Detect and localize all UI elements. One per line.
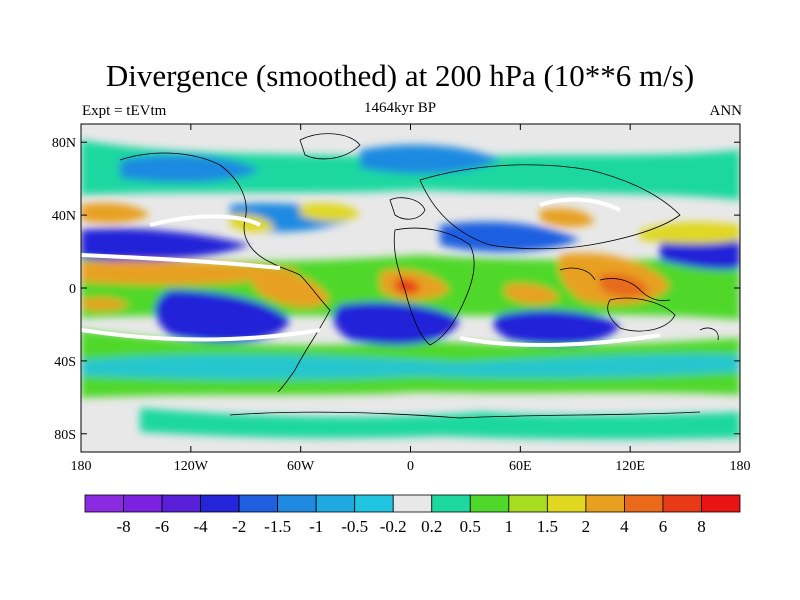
- map-area: [81, 124, 740, 452]
- colorbar-label: 1.5: [537, 517, 558, 536]
- lon-tick-label: 60W: [287, 459, 315, 474]
- experiment-label: Expt = tEVtm: [82, 103, 167, 119]
- colorbar-label: 2: [582, 517, 591, 536]
- time-label: 1464kyr BP: [363, 100, 437, 116]
- colorbar-swatch: [431, 494, 471, 513]
- colorbar-swatch: [238, 494, 279, 513]
- colorbar-swatch: [84, 494, 124, 513]
- lon-tick-label: 120E: [615, 459, 645, 474]
- lat-tick-label: 40S: [54, 355, 76, 370]
- colorbar-swatch: [662, 494, 702, 513]
- lat-tick-label: 80N: [52, 136, 76, 151]
- colorbar-label: -8: [116, 517, 130, 536]
- colorbar-label: -0.5: [341, 517, 368, 536]
- colorbar-swatch: [354, 494, 394, 513]
- colorbar-swatch: [469, 494, 510, 513]
- lon-tick-label: 180: [71, 459, 92, 474]
- colorbar-label: 0.5: [460, 517, 481, 536]
- lon-tick-label: 180: [730, 459, 751, 474]
- colorbar-label: -4: [194, 517, 209, 536]
- lon-tick-label: 60E: [509, 459, 532, 474]
- colorbar-swatch: [546, 494, 587, 513]
- lon-tick-label: 120W: [174, 459, 209, 474]
- colorbar-label: -1: [309, 517, 323, 536]
- colorbar-swatch: [701, 494, 741, 513]
- colorbar-label: 0.2: [421, 517, 442, 536]
- colorbar-label: -6: [155, 517, 169, 536]
- zero-contour: [81, 197, 661, 348]
- colorbar: -8 -6 -4 -2 -1.5 -1 -0.5 -0.2 0.2 0.5 1 1.5 2 4 6 8: [84, 494, 741, 536]
- chart-title: Divergence (smoothed) at 200 hPa (10**6 …: [105, 58, 695, 93]
- colorbar-label: -1.5: [264, 517, 291, 536]
- colorbar-label: 6: [659, 517, 668, 536]
- colorbar-label: -0.2: [380, 517, 407, 536]
- colorbar-swatch: [315, 494, 356, 513]
- colorbar-swatch: [392, 494, 433, 513]
- colorbar-swatch: [123, 494, 163, 513]
- colorbar-label: 4: [620, 517, 629, 536]
- colorbar-swatch: [161, 494, 201, 513]
- season-label: ANN: [709, 103, 743, 119]
- lon-tick-label: 0: [407, 459, 414, 474]
- coastlines: [119, 133, 719, 419]
- colorbar-swatch: [508, 494, 548, 513]
- divergence-field: [81, 140, 740, 440]
- longitude-axis: 180 120W 60W 0 60E 120E 180: [71, 124, 751, 474]
- colorbar-label: -2: [232, 517, 246, 536]
- latitude-axis: 80N 40N 0 40S 80S: [52, 136, 740, 443]
- colorbar-label: 8: [697, 517, 706, 536]
- colorbar-swatch: [200, 494, 240, 513]
- colorbar-label: 1: [505, 517, 514, 536]
- lat-tick-label: 40N: [52, 209, 76, 224]
- lat-tick-label: 0: [69, 282, 76, 297]
- colorbar-swatch: [585, 494, 625, 513]
- lat-tick-label: 80S: [54, 428, 76, 443]
- colorbar-swatch: [277, 494, 317, 513]
- colorbar-swatch: [624, 494, 664, 513]
